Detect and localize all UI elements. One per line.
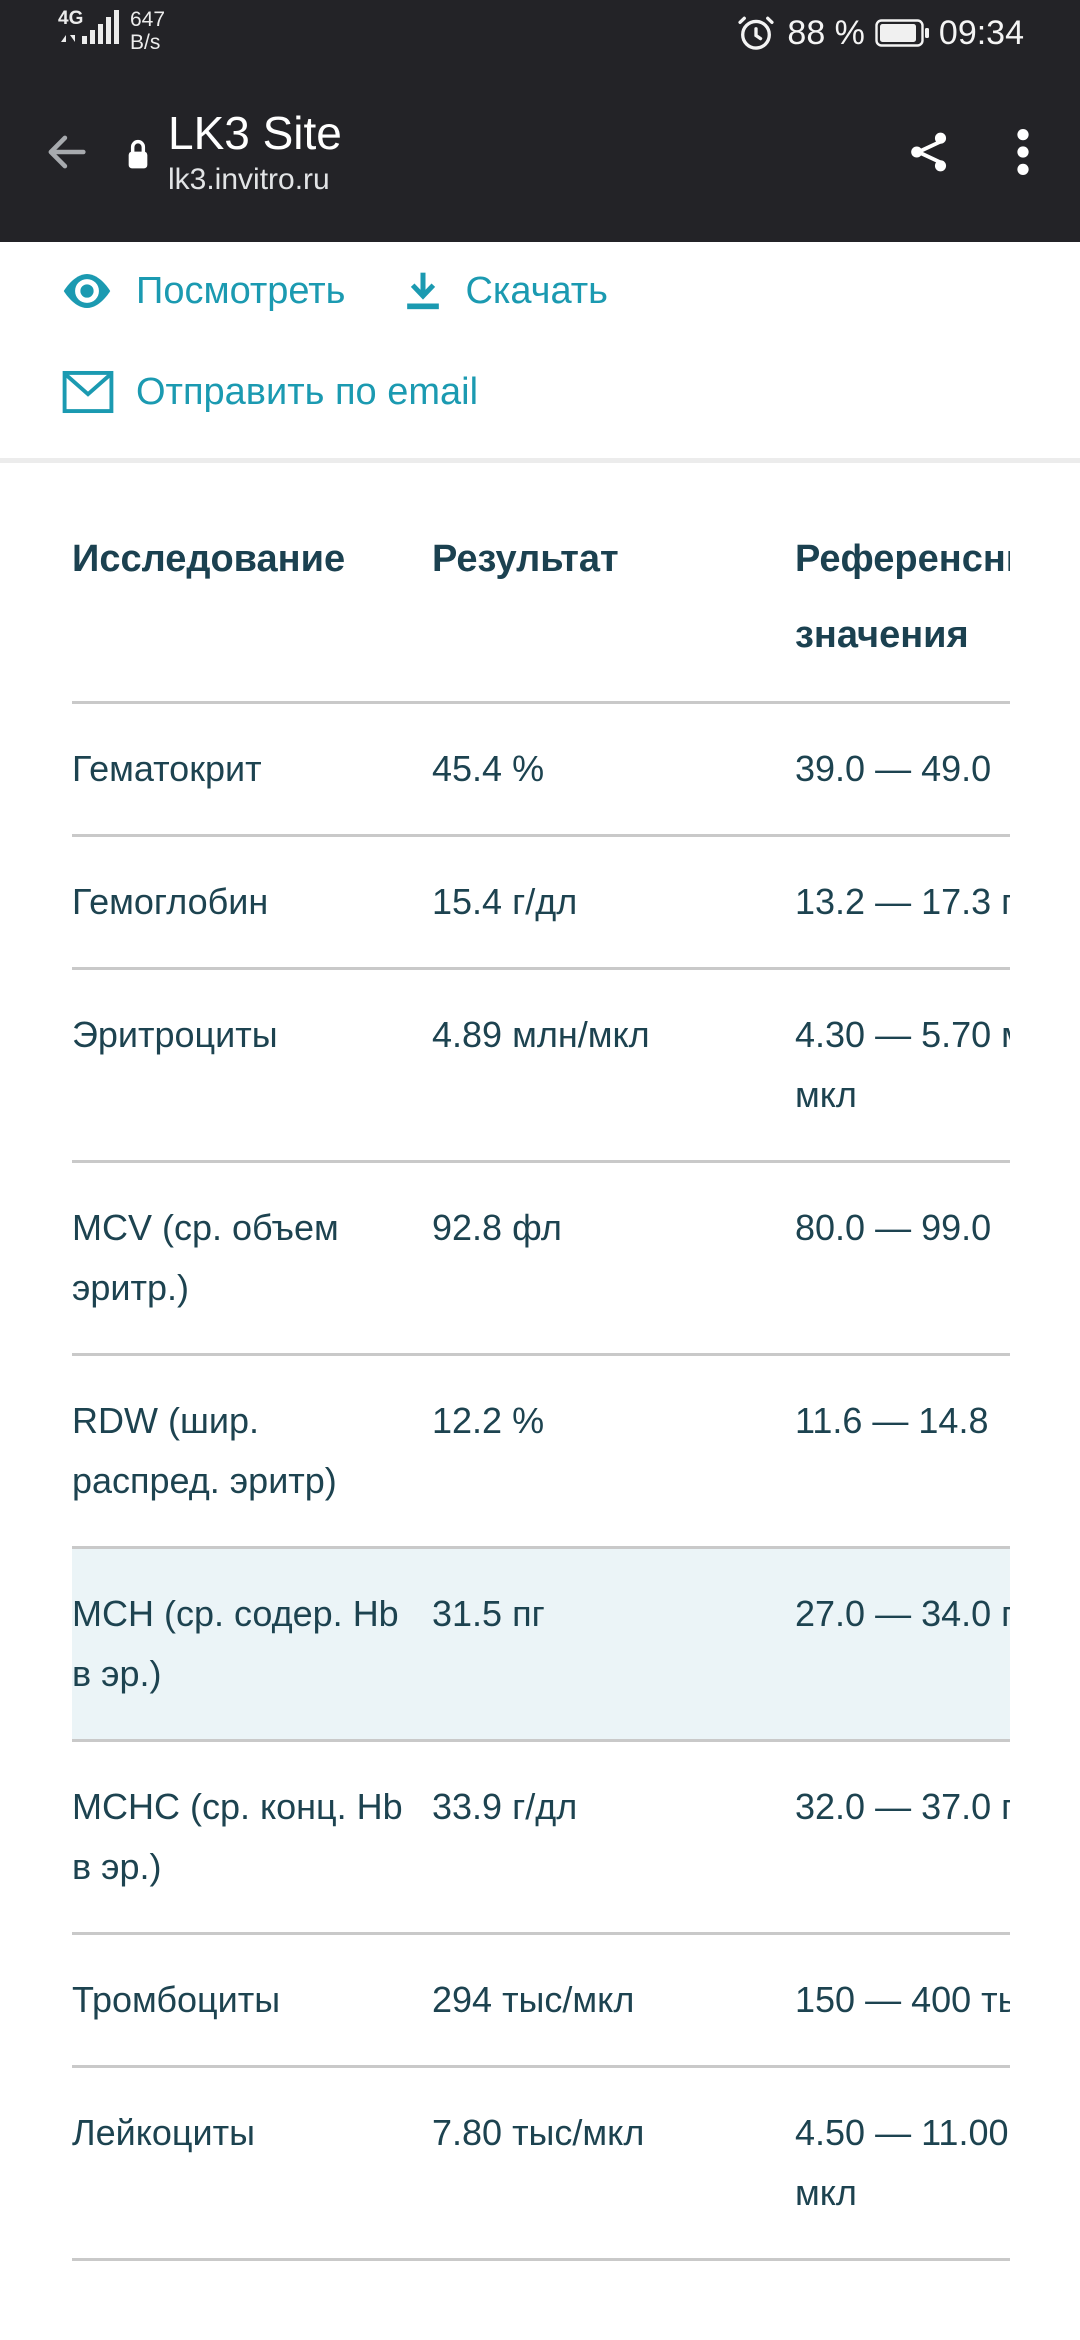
header-result: Результат <box>432 538 619 580</box>
site-title-block: LK3 Site lk3.invitro.ru <box>168 107 342 197</box>
status-right: 88 % 09:34 <box>735 12 1024 54</box>
battery-percent: 88 % <box>787 13 865 52</box>
test-result: 7.80 тыс/мкл <box>432 2112 645 2153</box>
test-name: Тромбоциты <box>72 1979 281 2020</box>
results-table-viewport[interactable]: Исследование Результат Референсные значе… <box>72 463 1010 2261</box>
test-result: 45.4 % <box>432 748 545 789</box>
test-name: RDW (шир. распред. эритр) <box>72 1400 337 1501</box>
test-result: 15.4 г/дл <box>432 881 578 922</box>
table-row: Гематокрит 45.4 % 39.0 — 49.0 <box>72 703 1010 836</box>
test-reference: 80.0 — 99.0 <box>795 1207 992 1248</box>
table-row: Гемоглобин 15.4 г/дл 13.2 — 17.3 г/дл <box>72 836 1010 969</box>
alarm-icon <box>735 12 777 54</box>
test-reference: 32.0 — 37.0 г/дл <box>795 1786 1010 1827</box>
actions-row-1: Посмотреть Скачать <box>60 268 1080 314</box>
download-icon <box>403 268 443 314</box>
page-url: lk3.invitro.ru <box>168 163 330 196</box>
test-result: 92.8 фл <box>432 1207 562 1248</box>
header-reference: Референсные значения <box>795 538 1010 656</box>
test-name: Эритроциты <box>72 1014 278 1055</box>
test-reference: 39.0 — 49.0 <box>795 748 992 789</box>
test-name: MCHC (ср. конц. Hb в эр.) <box>72 1786 403 1887</box>
table-row: Лейкоциты 7.80 тыс/мкл 4.50 — 11.00 тыс/… <box>72 2067 1010 2260</box>
battery-icon <box>875 19 929 47</box>
browser-title-bar: LK3 Site lk3.invitro.ru <box>0 64 1080 240</box>
share-icon[interactable] <box>906 127 952 177</box>
network-speed: 647 B/s <box>130 8 165 54</box>
eye-icon <box>60 270 114 312</box>
test-reference: 13.2 — 17.3 г/дл <box>795 881 1010 922</box>
table-row-highlighted: MCH (ср. содер. Hb в эр.) 31.5 пг 27.0 —… <box>72 1547 1010 1741</box>
send-email-label: Отправить по email <box>136 370 479 413</box>
header-test: Исследование <box>72 538 346 580</box>
table-row: Тромбоциты 294 тыс/мкл 150 — 400 тыс/мкл <box>72 1934 1010 2067</box>
test-result: 33.9 г/дл <box>432 1786 578 1827</box>
status-left: 4G 647 B/s <box>58 6 165 56</box>
table-header-row: Исследование Результат Референсные значе… <box>72 463 1010 703</box>
overflow-menu-icon[interactable] <box>1016 126 1030 178</box>
test-name: MCV (ср. объем эритр.) <box>72 1207 339 1308</box>
test-result: 294 тыс/мкл <box>432 1979 635 2020</box>
test-reference: 27.0 — 34.0 пг <box>795 1593 1010 1634</box>
clock-time: 09:34 <box>938 13 1024 52</box>
actions-row-2: Отправить по email <box>62 370 1080 414</box>
test-result: 31.5 пг <box>432 1593 545 1634</box>
back-arrow-icon[interactable] <box>40 126 92 178</box>
test-reference: 11.6 — 14.8 <box>795 1400 989 1441</box>
lock-icon <box>122 136 154 174</box>
view-button[interactable]: Посмотреть <box>60 270 345 313</box>
view-label: Посмотреть <box>136 269 346 312</box>
download-button[interactable]: Скачать <box>403 268 608 314</box>
table-row: RDW (шир. распред. эритр) 12.2 % 11.6 — … <box>72 1355 1010 1548</box>
test-result: 4.89 млн/мкл <box>432 1014 650 1055</box>
test-reference: 4.30 — 5.70 млн/ мкл <box>795 1014 1010 1115</box>
signal-bars-icon: 4G <box>58 6 120 56</box>
network-speed-unit: B/s <box>130 31 161 54</box>
table-row: MCHC (ср. конц. Hb в эр.) 33.9 г/дл 32.0… <box>72 1741 1010 1934</box>
page-title: LK3 Site <box>168 107 342 159</box>
app-bar: 4G 647 B/s <box>0 0 1080 242</box>
send-email-button[interactable]: Отправить по email <box>62 370 478 414</box>
envelope-icon <box>62 370 114 414</box>
test-name: MCH (ср. содер. Hb в эр.) <box>72 1593 399 1694</box>
table-row: MCV (ср. объем эритр.) 92.8 фл 80.0 — 99… <box>72 1162 1010 1355</box>
test-reference: 4.50 — 11.00 тыс/ мкл <box>795 2112 1009 2213</box>
test-reference: 150 — 400 тыс/мкл <box>795 1979 1010 2020</box>
table-row: Эритроциты 4.89 млн/мкл 4.30 — 5.70 млн/… <box>72 969 1010 1162</box>
test-result: 12.2 % <box>432 1400 545 1441</box>
network-speed-value: 647 <box>130 8 166 31</box>
results-table: Исследование Результат Референсные значе… <box>72 463 1010 2261</box>
section-divider <box>0 458 1080 463</box>
svg-text:4G: 4G <box>58 8 83 29</box>
test-name: Гемоглобин <box>72 881 269 922</box>
status-bar: 4G 647 B/s <box>0 0 1080 64</box>
test-name: Гематокрит <box>72 748 262 789</box>
document-actions: Посмотреть Скачать <box>0 242 1080 458</box>
download-label: Скачать <box>465 269 608 312</box>
test-name: Лейкоциты <box>72 2112 256 2153</box>
